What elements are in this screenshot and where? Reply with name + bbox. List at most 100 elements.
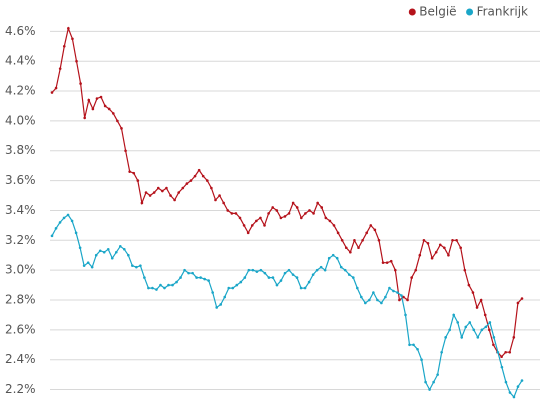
point [114, 250, 118, 254]
point [235, 283, 239, 287]
point [512, 395, 516, 399]
point [102, 250, 106, 254]
point [79, 82, 82, 85]
point [516, 385, 520, 388]
point [50, 91, 54, 94]
point [360, 295, 363, 299]
point [492, 336, 496, 339]
point [381, 261, 385, 264]
point [512, 336, 516, 339]
point [347, 273, 351, 276]
point [62, 44, 66, 48]
point [155, 288, 158, 291]
point [459, 246, 462, 250]
point [351, 276, 355, 279]
point [124, 149, 127, 153]
point [400, 294, 403, 297]
point [287, 268, 291, 272]
point [460, 336, 464, 339]
point [58, 67, 62, 70]
y-tick-label: 4.2% [5, 84, 36, 98]
point [183, 268, 186, 272]
point [451, 238, 454, 242]
point [455, 238, 458, 242]
point [219, 303, 223, 306]
point [118, 244, 122, 248]
point [263, 224, 266, 227]
point [372, 291, 375, 294]
point [189, 179, 193, 182]
point [402, 295, 405, 299]
point [327, 256, 331, 260]
point [331, 253, 335, 257]
point [307, 280, 311, 284]
point [211, 291, 214, 294]
point [504, 380, 508, 384]
point [299, 286, 303, 290]
point [210, 186, 213, 190]
point [488, 328, 491, 332]
point [128, 170, 131, 173]
point [463, 268, 467, 272]
point [410, 276, 413, 279]
point [275, 283, 279, 287]
point [279, 216, 283, 220]
point [344, 246, 348, 250]
point [304, 212, 307, 215]
point [140, 201, 144, 205]
point [339, 265, 343, 269]
point [300, 216, 303, 220]
point [197, 168, 201, 172]
point [464, 325, 468, 329]
point [283, 215, 287, 218]
point [389, 259, 393, 263]
point [66, 213, 70, 217]
point [94, 253, 98, 257]
point [422, 238, 426, 242]
point [127, 253, 130, 257]
point [385, 261, 389, 264]
point [416, 347, 419, 351]
point [226, 209, 230, 212]
point [75, 59, 78, 63]
point [436, 373, 439, 376]
point [167, 283, 170, 287]
point [179, 276, 182, 279]
point [62, 216, 66, 220]
point [472, 328, 476, 332]
point [165, 186, 168, 190]
point [181, 186, 185, 190]
point [500, 365, 504, 369]
point [234, 212, 238, 215]
y-tick-label: 3.4% [5, 203, 36, 217]
point [340, 238, 344, 242]
point [71, 37, 74, 41]
point [520, 297, 524, 300]
point [488, 321, 492, 324]
point [255, 270, 259, 273]
point [471, 291, 475, 294]
point [148, 194, 152, 197]
y-tick-label: 2.2% [5, 382, 36, 396]
point [206, 179, 209, 182]
point [91, 107, 95, 111]
point [434, 250, 438, 254]
point [312, 212, 315, 215]
point [467, 283, 471, 287]
point [380, 301, 383, 305]
point [291, 273, 295, 276]
point [227, 286, 231, 290]
point [432, 380, 435, 384]
y-tick-label: 3.0% [5, 263, 36, 277]
point [475, 306, 479, 309]
point [201, 174, 205, 178]
point [107, 107, 111, 111]
point [271, 206, 274, 209]
point [484, 325, 488, 329]
point [177, 191, 180, 194]
point [336, 231, 340, 235]
point [143, 276, 146, 279]
point [120, 127, 123, 130]
point [259, 216, 262, 220]
